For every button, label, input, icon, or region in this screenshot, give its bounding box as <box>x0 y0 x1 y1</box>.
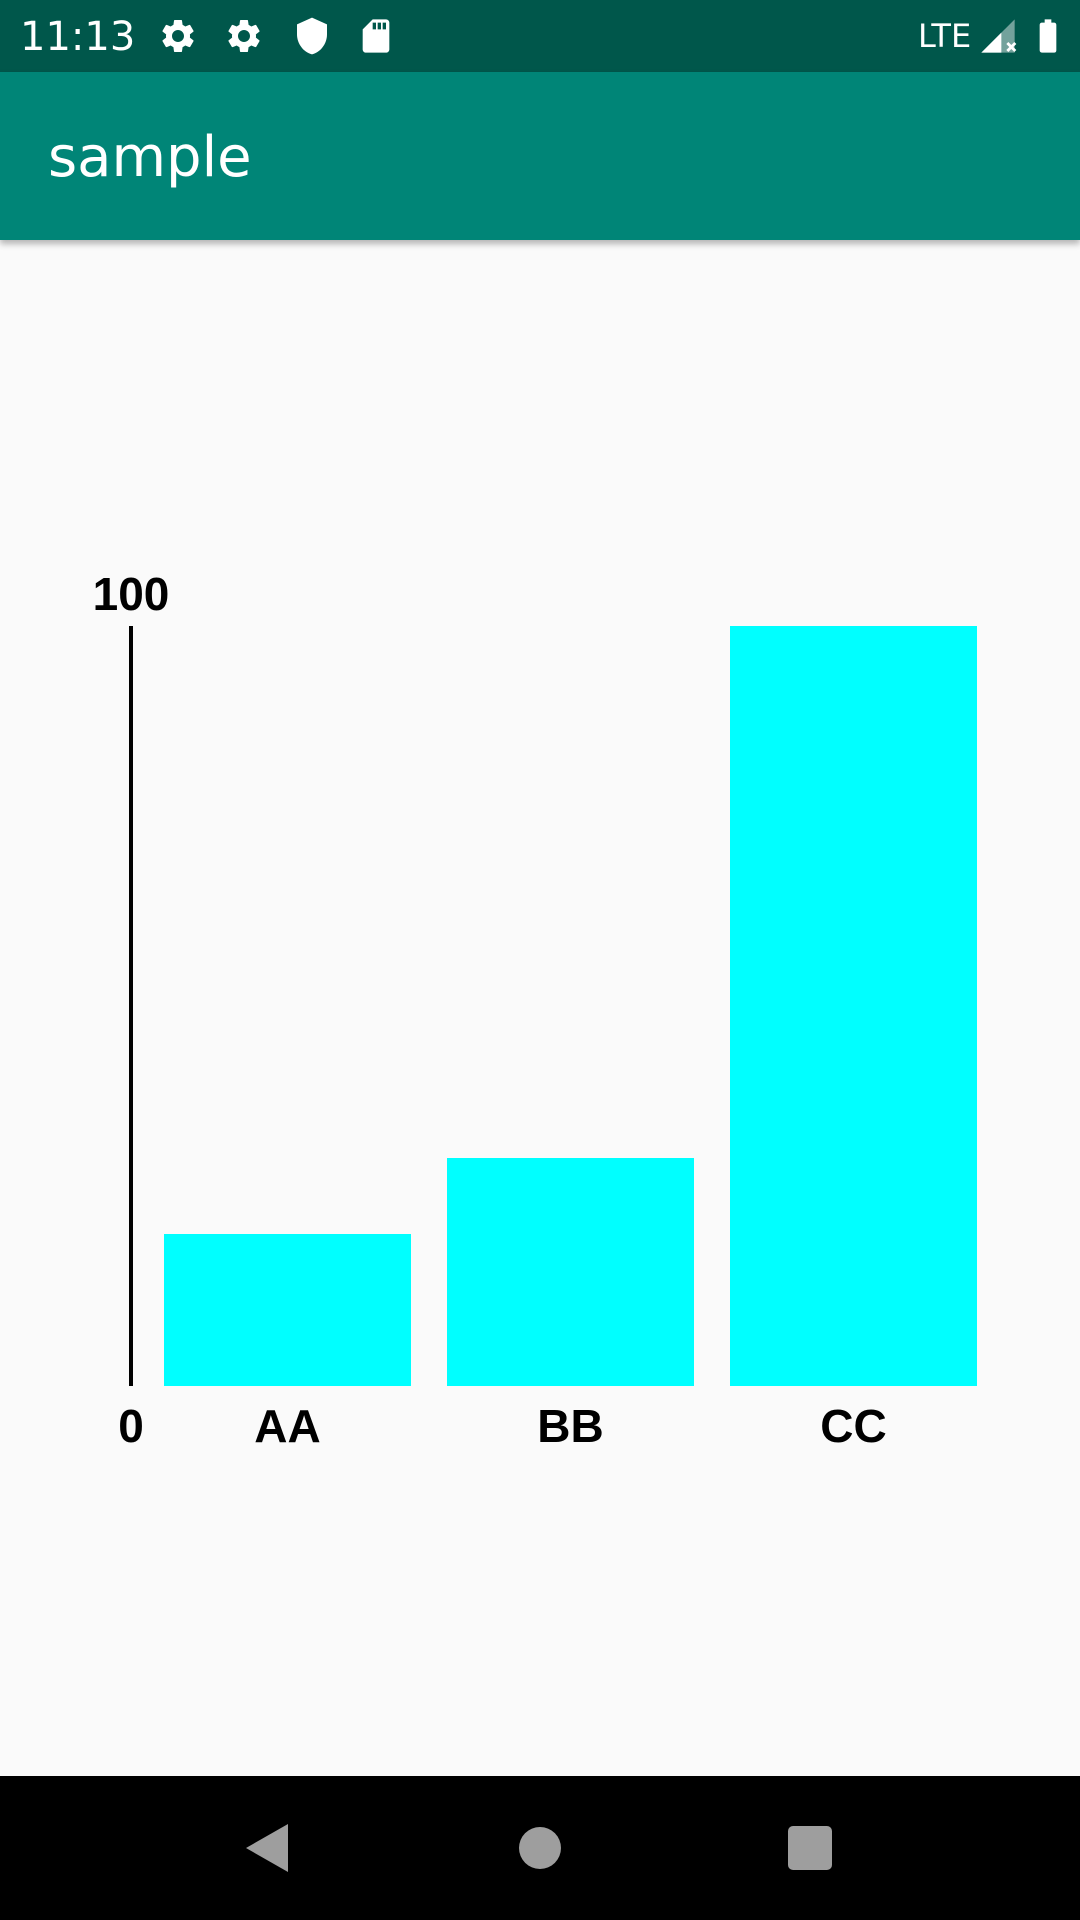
x-tick-label-bb: BB <box>537 1400 603 1452</box>
y-tick-label-min: 0 <box>118 1400 144 1452</box>
app-bar: sample <box>0 72 1080 240</box>
settings-icon <box>228 19 260 52</box>
app-title: sample <box>48 125 252 190</box>
bar-bb <box>447 1158 694 1386</box>
bar-aa <box>164 1234 411 1386</box>
sd-card-icon <box>362 19 390 53</box>
y-tick-label-max: 100 <box>93 568 170 620</box>
bar-cc <box>730 626 977 1386</box>
bar-group: AA BB CC <box>164 626 977 1452</box>
network-type: LTE <box>918 17 972 55</box>
status-time: 11:13 <box>20 14 136 60</box>
recents-icon[interactable] <box>780 1818 840 1878</box>
status-bar: 11:13 LTE <box>0 0 1080 72</box>
home-icon[interactable] <box>510 1818 570 1878</box>
x-tick-label-cc: CC <box>820 1400 886 1452</box>
navigation-bar <box>0 1776 1080 1920</box>
bar-chart: 100 0 AA BB CC <box>93 568 977 1452</box>
signal-icon <box>981 19 1017 53</box>
x-tick-label-aa: AA <box>254 1400 320 1452</box>
settings-icon <box>162 19 194 52</box>
back-icon[interactable] <box>240 1818 300 1878</box>
shield-icon <box>297 17 327 55</box>
battery-icon <box>1039 19 1057 53</box>
